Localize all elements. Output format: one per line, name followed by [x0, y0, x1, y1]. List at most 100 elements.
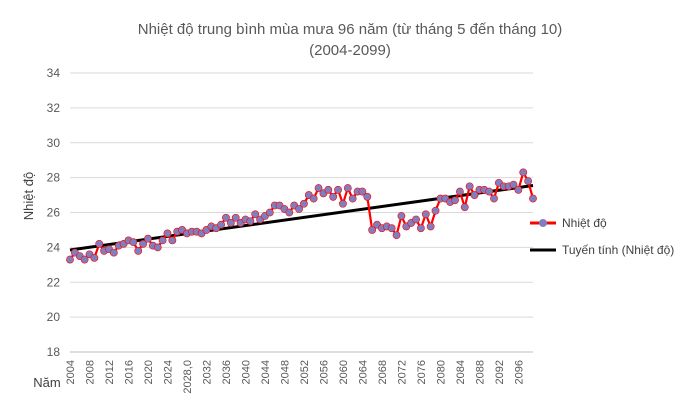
data-point — [226, 219, 235, 227]
x-tick-label: 2012 — [104, 360, 116, 384]
x-tick-label: 2028,0 — [182, 360, 194, 394]
data-point — [490, 194, 498, 203]
data-point — [285, 208, 294, 217]
legend-label-series: Nhiệt độ — [562, 216, 607, 230]
data-point — [231, 213, 240, 222]
data-point — [129, 238, 138, 247]
x-tick-label: 2036 — [221, 360, 233, 384]
x-tick-label: 2032 — [201, 360, 213, 384]
data-point — [470, 191, 479, 199]
y-tick-label: 32 — [47, 101, 61, 115]
x-tick-label: 2052 — [299, 360, 311, 384]
x-tick-label: 2040 — [240, 360, 252, 384]
data-point — [217, 220, 225, 229]
data-point — [295, 205, 303, 213]
data-point — [368, 226, 377, 234]
data-point — [300, 199, 308, 208]
data-point — [397, 212, 406, 220]
y-tick-label: 24 — [47, 240, 61, 254]
data-point — [455, 187, 464, 196]
data-point — [519, 168, 528, 177]
trendline-layer — [69, 183, 534, 252]
data-point — [168, 236, 177, 245]
data-point — [412, 215, 420, 224]
data-point — [417, 224, 425, 233]
x-tick-label: 2080 — [435, 360, 447, 384]
x-axis-title: Năm — [33, 375, 60, 390]
x-tick-label: 2064 — [357, 360, 369, 384]
legend: Nhiệt độ Tuyến tính (Nhiệt độ) — [530, 216, 674, 257]
x-tick-label: 2008 — [84, 360, 96, 384]
marker-layer — [66, 168, 537, 264]
legend-label-trend: Tuyến tính (Nhiệt độ) — [562, 243, 674, 257]
data-point — [314, 184, 323, 192]
series-line-nhiet-do — [69, 171, 535, 261]
data-point — [460, 203, 469, 212]
data-point — [134, 246, 143, 255]
data-point — [144, 234, 152, 243]
y-tick-label: 34 — [47, 66, 61, 80]
x-tick-label: 2024 — [162, 360, 174, 384]
y-axis-ticks: 18 20 22 24 26 28 30 32 34 — [47, 66, 61, 359]
data-point — [90, 253, 99, 262]
x-tick-label: 2088 — [474, 360, 486, 384]
y-tick-label: 26 — [47, 206, 61, 220]
y-tick-label: 18 — [47, 345, 61, 359]
data-point — [343, 184, 352, 192]
y-tick-label: 22 — [47, 275, 61, 289]
data-point — [158, 236, 167, 245]
y-axis-title: Nhiệt độ — [21, 172, 36, 220]
data-point — [529, 194, 537, 203]
data-point — [324, 185, 333, 194]
x-tick-label: 2020 — [143, 360, 155, 384]
data-point — [246, 217, 255, 226]
data-point — [524, 177, 533, 186]
x-tick-label: 2056 — [318, 360, 330, 384]
data-point — [153, 243, 162, 252]
data-point — [358, 187, 367, 196]
legend-swatch-marker — [539, 219, 547, 227]
trend-line — [69, 183, 534, 252]
chart-subtitle: (2004-2099) — [309, 42, 391, 59]
data-point — [392, 231, 401, 240]
data-point — [66, 255, 74, 264]
data-point — [265, 208, 274, 217]
x-tick-label: 2076 — [416, 360, 428, 384]
data-point — [339, 199, 347, 208]
x-tick-label: 2004 — [65, 360, 77, 384]
data-point — [334, 185, 342, 194]
data-point — [426, 222, 435, 231]
data-point — [95, 239, 104, 248]
data-point — [363, 192, 372, 201]
x-axis-ticks: 2004 2008 2012 2016 2020 2024 2028,0 2032 2036 20… — [65, 360, 525, 394]
x-tick-label: 2016 — [123, 360, 135, 384]
data-point — [163, 229, 172, 238]
data-point — [222, 213, 230, 222]
x-tick-label: 2068 — [377, 360, 389, 384]
data-point — [421, 210, 430, 219]
data-point — [485, 187, 494, 196]
data-point — [509, 180, 518, 189]
y-tick-label: 30 — [47, 136, 61, 150]
x-tick-label: 2092 — [494, 360, 506, 384]
gridlines — [70, 72, 533, 353]
x-tick-label: 2096 — [513, 360, 525, 384]
data-point — [387, 224, 396, 233]
data-point — [451, 196, 459, 205]
x-tick-label: 2084 — [455, 360, 467, 384]
x-tick-label: 2072 — [396, 360, 408, 384]
x-tick-label: 2060 — [338, 360, 350, 384]
data-point — [139, 239, 148, 248]
data-point — [329, 192, 338, 201]
data-point — [251, 210, 260, 219]
data-point — [465, 182, 474, 191]
chart-title: Nhiệt độ trung bình mùa mưa 96 năm (từ t… — [137, 21, 563, 38]
data-point — [348, 194, 357, 203]
y-tick-label: 20 — [47, 310, 61, 324]
data-point — [514, 185, 523, 194]
series-layer — [69, 171, 535, 261]
data-point — [309, 194, 318, 203]
data-point — [80, 255, 89, 264]
